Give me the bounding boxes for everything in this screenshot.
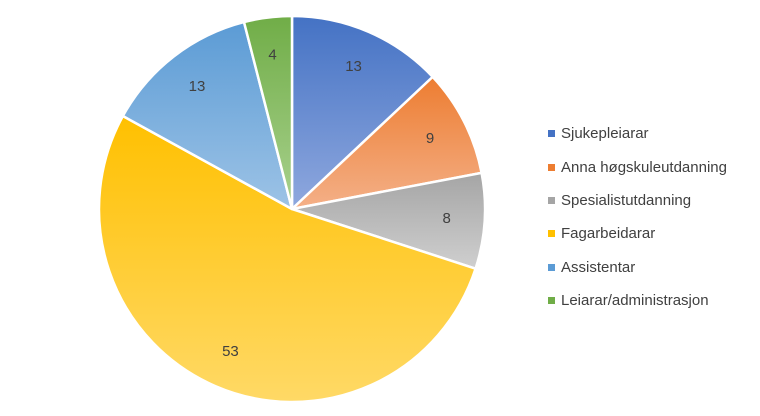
legend-item-fagarbeidarar: Fagarbeidarar xyxy=(548,217,758,250)
legend-item-anna-hogskuleutdanning: Anna høgskuleutdanning xyxy=(548,150,758,183)
legend-label-fagarbeidarar: Fagarbeidarar xyxy=(561,225,656,243)
data-label-assistentar: 13 xyxy=(189,78,206,95)
legend-label-spesialistutdanning: Spesialistutdanning xyxy=(561,191,692,209)
pie-slice-sjukepleiarar xyxy=(290,14,434,211)
pie-slice-fagarbeidarar xyxy=(97,114,477,404)
legend-item-spesialistutdanning: Spesialistutdanning xyxy=(548,184,758,217)
pie-slices xyxy=(97,14,487,404)
legend-label-assistentar: Assistentar xyxy=(561,258,636,276)
legend-swatch-sjukepleiarar xyxy=(548,130,555,138)
pie-slice-leiarar-administrasjon xyxy=(242,14,294,211)
pie-slice-assistentar xyxy=(121,20,294,211)
data-label-sjukepleiarar: 13 xyxy=(345,58,362,75)
pie-data-labels: 13 9 8 53 13 4 xyxy=(189,47,451,360)
pie-slice-anna-hogskuleutdanning xyxy=(290,75,483,211)
data-label-spesialistutdanning: 8 xyxy=(443,210,451,227)
data-label-anna-hogskuleutdanning: 9 xyxy=(426,130,434,147)
legend-swatch-spesialistutdanning xyxy=(548,196,555,204)
legend-item-leiarar-administrasjon: Leiarar/administrasjon xyxy=(548,284,758,317)
legend-label-leiarar-administrasjon: Leiarar/administrasjon xyxy=(561,292,709,310)
legend-swatch-anna-hogskuleutdanning xyxy=(548,163,555,171)
data-label-fagarbeidarar: 53 xyxy=(222,343,239,360)
legend: Sjukepleiarar Anna høgskuleutdanning Spe… xyxy=(548,117,758,317)
data-label-leiarar-administrasjon: 4 xyxy=(268,47,276,64)
legend-swatch-assistentar xyxy=(548,263,555,271)
legend-label-anna-hogskuleutdanning: Anna høgskuleutdanning xyxy=(561,158,727,176)
legend-swatch-fagarbeidarar xyxy=(548,230,555,238)
legend-swatch-leiarar-administrasjon xyxy=(548,297,555,305)
legend-item-sjukepleiarar: Sjukepleiarar xyxy=(548,117,758,150)
legend-item-assistentar: Assistentar xyxy=(548,251,758,284)
pie-slice-spesialistutdanning xyxy=(290,171,487,270)
legend-label-sjukepleiarar: Sjukepleiarar xyxy=(561,125,649,143)
